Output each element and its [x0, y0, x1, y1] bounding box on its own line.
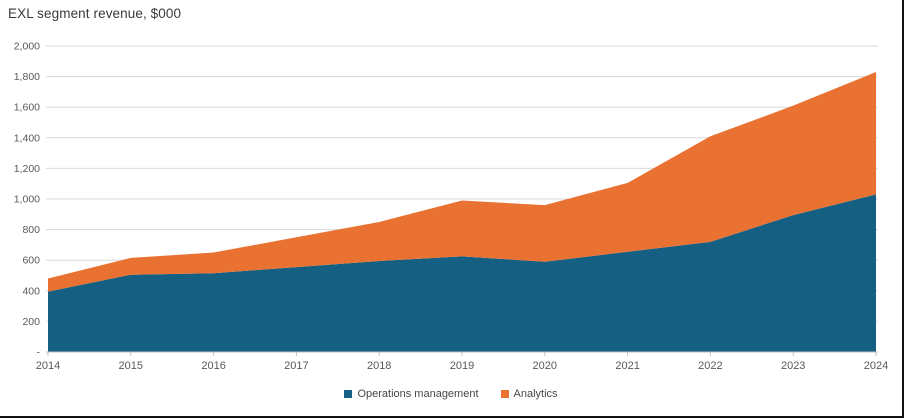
legend-label-analytics: Analytics	[513, 388, 558, 400]
x-axis-label-2014: 2014	[36, 360, 60, 372]
chart-title: EXL segment revenue, $000	[8, 6, 182, 21]
x-axis-label-2016: 2016	[201, 360, 225, 372]
legend-item-operations-management: Operations management	[344, 388, 479, 400]
legend-swatch-analytics	[500, 390, 509, 398]
y-axis-label-600: 600	[22, 255, 40, 267]
legend-swatch-operations-management	[344, 390, 353, 398]
x-axis-label-2020: 2020	[533, 360, 557, 372]
y-axis-label-200: 200	[22, 316, 40, 328]
y-axis-label-1600: 1,600	[14, 102, 40, 114]
y-axis-label-400: 400	[22, 285, 40, 297]
y-axis-label-0: -	[37, 347, 41, 359]
x-axis-label-2017: 2017	[284, 360, 308, 372]
x-axis-label-2019: 2019	[450, 360, 474, 372]
x-axis-label-2022: 2022	[698, 360, 722, 372]
x-axis-label-2024: 2024	[864, 360, 888, 372]
x-axis-label-2018: 2018	[367, 360, 391, 372]
x-axis-label-2021: 2021	[615, 360, 639, 372]
legend-item-analytics: Analytics	[500, 388, 558, 400]
chart-legend: Operations management Analytics	[0, 388, 902, 400]
y-axis-label-2000: 2,000	[14, 41, 40, 53]
legend-label-operations-management: Operations management	[357, 388, 479, 400]
y-axis-label-1200: 1,200	[14, 163, 40, 175]
x-axis-label-2015: 2015	[119, 360, 143, 372]
x-axis-label-2023: 2023	[781, 360, 805, 372]
y-axis-label-1000: 1,000	[14, 194, 40, 206]
y-axis-label-1400: 1,400	[14, 132, 40, 144]
y-axis-label-1800: 1,800	[14, 71, 40, 83]
area-analytics	[48, 72, 876, 292]
area-operations-management	[48, 194, 876, 352]
y-axis-label-800: 800	[22, 224, 40, 236]
